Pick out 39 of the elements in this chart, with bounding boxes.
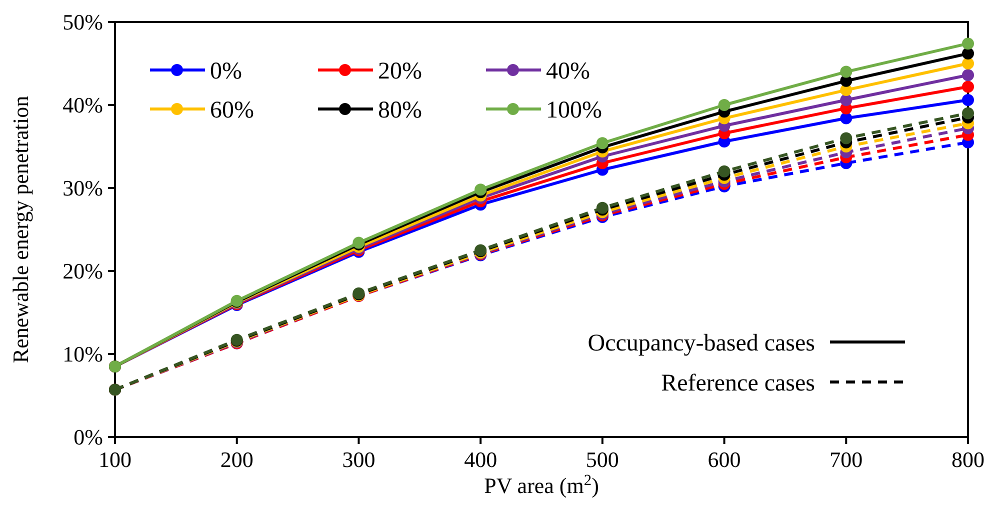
annotation: Reference cases xyxy=(661,370,815,396)
legend-label: 80% xyxy=(378,97,422,124)
point xyxy=(718,165,730,178)
legend-label: 20% xyxy=(378,58,422,84)
point xyxy=(962,80,974,93)
legend-label: 60% xyxy=(210,97,254,124)
x-tick-label: 400 xyxy=(464,447,498,472)
x-tick-label: 200 xyxy=(220,447,254,472)
point xyxy=(596,137,608,150)
y-axis-title: Renewable energy penetration xyxy=(8,96,33,364)
y-tick-label: 30% xyxy=(62,176,103,201)
x-tick-label: 300 xyxy=(342,447,376,472)
legend-label: 40% xyxy=(546,58,590,84)
y-tick-label: 10% xyxy=(62,342,103,367)
x-tick-label: 800 xyxy=(952,447,984,472)
y-tick-label: 20% xyxy=(62,258,103,284)
legend-label: 0% xyxy=(210,58,242,84)
x-tick-label: 700 xyxy=(830,447,863,472)
point xyxy=(962,94,974,106)
x-tick-label: 100 xyxy=(98,447,132,472)
point xyxy=(962,69,974,82)
point xyxy=(962,58,974,70)
x-tick-label: 600 xyxy=(708,447,741,472)
legend-label: 100% xyxy=(546,97,602,124)
y-tick-label: 40% xyxy=(62,92,103,118)
point xyxy=(718,99,730,111)
point xyxy=(840,132,852,144)
point xyxy=(962,107,974,120)
x-axis-title: PV area (m$^{2}$) xyxy=(484,472,599,498)
point xyxy=(474,184,487,196)
point xyxy=(962,38,974,50)
point xyxy=(962,48,974,60)
annotation: Occupancy-based cases xyxy=(588,330,815,356)
y-tick-label: 50% xyxy=(62,10,103,35)
y-tick-label: 0% xyxy=(74,424,103,450)
point xyxy=(840,94,852,106)
point xyxy=(840,112,852,124)
x-tick-label: 500 xyxy=(586,447,619,472)
point xyxy=(840,66,852,78)
